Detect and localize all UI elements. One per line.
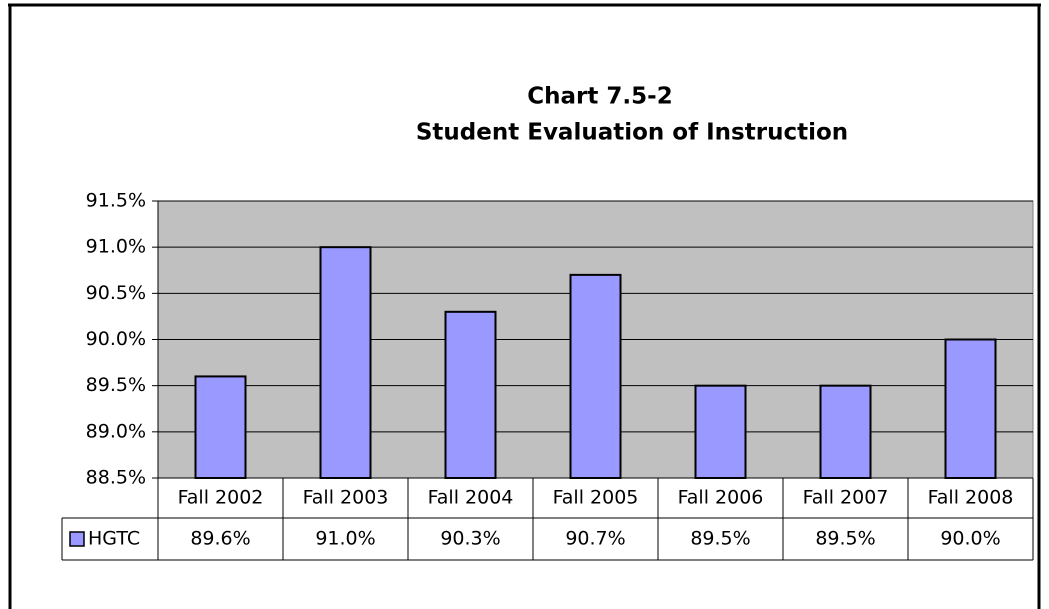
y-tick-label: 91.0% [86,236,146,258]
x-tick-label: Fall 2004 [428,487,514,509]
data-table-value: 89.5% [690,528,750,550]
y-tick-label: 91.5% [86,190,146,212]
bar [819,384,872,479]
y-tick-label: 90.5% [86,282,146,304]
x-tick-label: Fall 2007 [803,487,889,509]
x-tick-label: Fall 2002 [178,487,264,509]
data-table-value: 91.0% [315,528,375,550]
data-table-value: 89.6% [190,528,250,550]
legend-key [69,531,85,547]
x-tick-label: Fall 2005 [553,487,639,509]
data-table-value: 90.7% [565,528,625,550]
y-tick-label: 88.5% [86,467,146,489]
chart-title: Chart 7.5-2 [527,84,672,110]
x-tick-label: Fall 2008 [928,487,1014,509]
x-tick-label: Fall 2006 [678,487,764,509]
y-tick-label: 90.0% [86,328,146,350]
bar [444,310,497,479]
legend-label: HGTC [88,528,140,550]
bar [319,246,372,479]
bar [944,338,997,479]
y-tick-label: 89.5% [86,374,146,396]
data-table-value: 89.5% [815,528,875,550]
x-tick-label: Fall 2003 [303,487,389,509]
bar [569,273,622,479]
data-table-value: 90.3% [440,528,500,550]
bar [194,375,247,479]
data-table-value: 90.0% [940,528,1000,550]
bar [694,384,747,479]
y-tick-label: 89.0% [86,420,146,442]
chart-subtitle: Student Evaluation of Instruction [416,120,848,146]
